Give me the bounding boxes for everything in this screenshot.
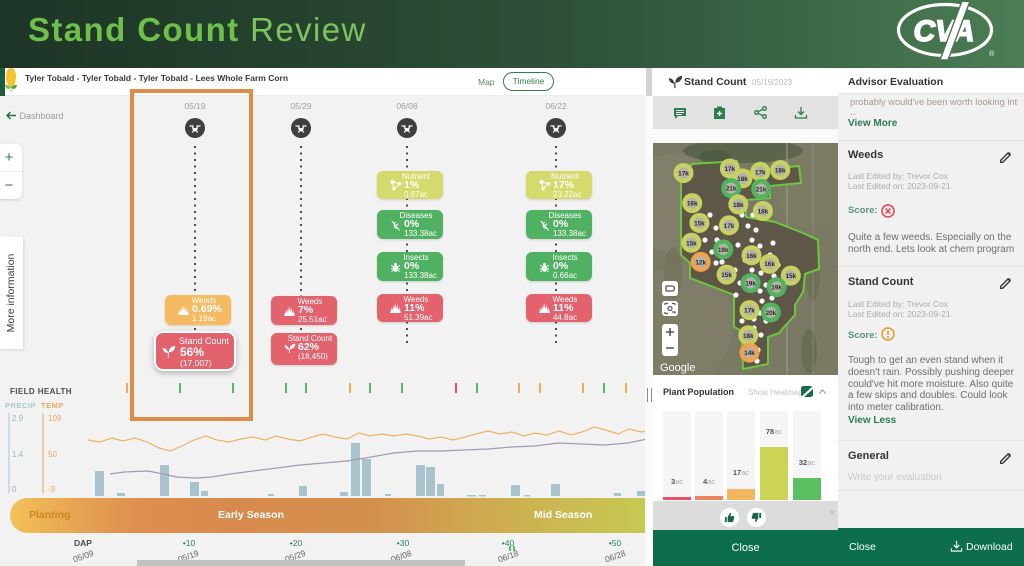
- svg-text:12k: 12k: [695, 259, 706, 266]
- svg-text:19k: 19k: [745, 281, 756, 288]
- svg-text:PRECIP: PRECIP: [5, 401, 36, 410]
- svg-text:16k: 16k: [687, 201, 698, 208]
- svg-text:16k: 16k: [764, 261, 775, 268]
- svg-text:18k: 18k: [758, 209, 769, 216]
- svg-text:15k: 15k: [694, 220, 705, 227]
- svg-text:21k: 21k: [756, 187, 767, 194]
- svg-text:17k: 17k: [724, 166, 735, 173]
- svg-text:17k: 17k: [724, 223, 735, 230]
- svg-text:0: 0: [12, 485, 17, 494]
- svg-text:50: 50: [48, 450, 57, 459]
- svg-text:15k: 15k: [785, 273, 796, 280]
- svg-text:19k: 19k: [718, 247, 729, 254]
- svg-text:109: 109: [48, 414, 62, 423]
- svg-text:Google: Google: [660, 362, 695, 374]
- svg-text:18k: 18k: [737, 176, 748, 183]
- svg-text:17k: 17k: [744, 308, 755, 315]
- svg-text:1.4: 1.4: [12, 450, 24, 459]
- svg-text:17k: 17k: [678, 171, 689, 178]
- svg-text:15k: 15k: [686, 240, 697, 247]
- svg-text:18k: 18k: [733, 202, 744, 209]
- svg-text:CVA: CVA: [913, 15, 974, 48]
- svg-text:18k: 18k: [775, 168, 786, 175]
- svg-text:20k: 20k: [766, 310, 777, 317]
- svg-text:®: ®: [989, 50, 995, 58]
- svg-text:2.9: 2.9: [12, 414, 24, 423]
- svg-text:17k: 17k: [755, 169, 766, 176]
- svg-text:21k: 21k: [726, 186, 737, 193]
- svg-text:18k: 18k: [743, 333, 754, 340]
- svg-text:15k: 15k: [721, 272, 732, 279]
- svg-text:14k: 14k: [744, 350, 755, 357]
- svg-text:16k: 16k: [746, 253, 757, 260]
- svg-text:19k: 19k: [771, 285, 782, 292]
- svg-text:TEMP: TEMP: [41, 401, 64, 410]
- svg-text:-9: -9: [48, 485, 56, 494]
